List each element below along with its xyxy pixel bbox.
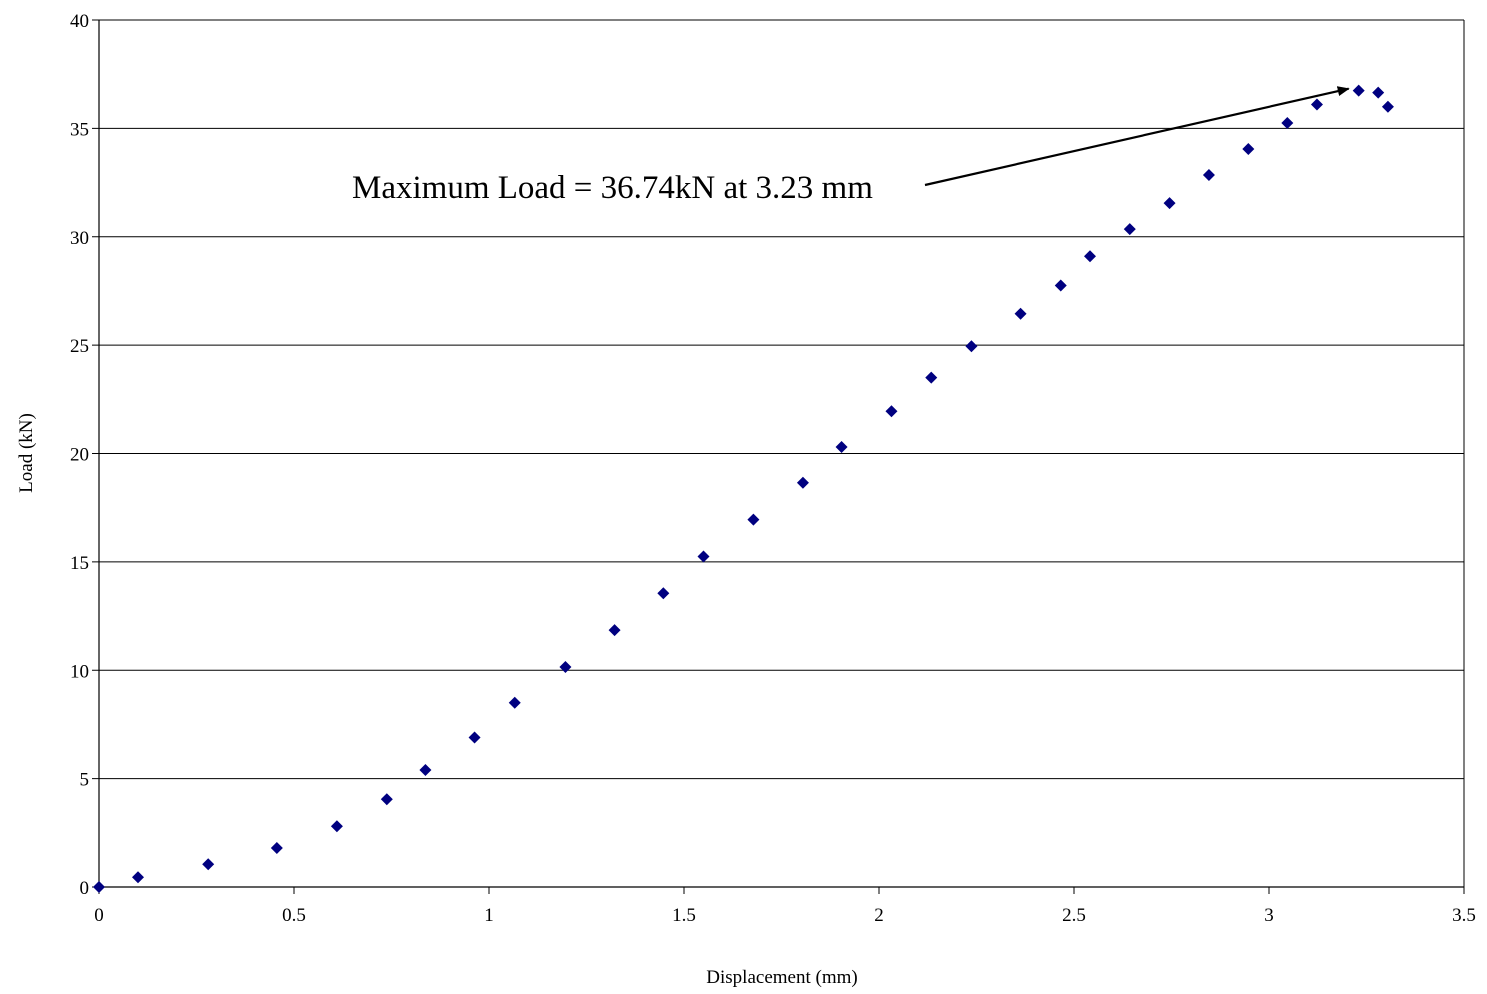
data-point — [747, 513, 760, 526]
data-point — [1163, 197, 1176, 210]
data-point — [1242, 142, 1255, 155]
x-tick-label: 3.5 — [1452, 905, 1476, 926]
data-point — [1083, 250, 1096, 263]
data-point — [1352, 84, 1365, 97]
y-axis-label: Load (kN) — [16, 413, 37, 493]
data-point — [1054, 279, 1067, 292]
data-point — [608, 624, 621, 637]
annotation-arrow — [924, 86, 1350, 187]
data-point — [1014, 307, 1027, 320]
x-tick-label: 2 — [874, 905, 884, 926]
data-point — [796, 476, 809, 489]
data-point — [468, 731, 481, 744]
x-tick-label: 0.5 — [282, 905, 306, 926]
y-tick-label: 15 — [70, 553, 89, 574]
data-point — [93, 881, 105, 893]
x-tick-labels: 0 0.5 1 1.5 2 2.5 3 3.5 — [94, 905, 1476, 926]
data-point — [1123, 223, 1136, 236]
data-point — [202, 858, 215, 871]
data-point — [1281, 116, 1294, 129]
y-tick-label: 10 — [70, 661, 89, 682]
y-tick-label: 0 — [80, 878, 90, 899]
gridlines — [99, 19, 1464, 780]
data-point — [835, 440, 848, 453]
data-point — [925, 371, 938, 384]
data-point — [132, 871, 144, 884]
data-point — [1381, 100, 1394, 113]
x-tick-label: 1 — [484, 905, 494, 926]
data-point — [380, 793, 393, 806]
data-point — [1372, 86, 1385, 99]
data-point — [270, 841, 283, 854]
y-tick-label: 20 — [70, 445, 89, 466]
axes — [92, 19, 1465, 894]
y-tick-label: 5 — [80, 770, 90, 791]
annotation-label: Maximum Load = 36.74kN at 3.23 mm — [352, 170, 873, 206]
data-point — [1202, 168, 1215, 181]
annotation: Maximum Load = 36.74kN at 3.23 mm — [352, 86, 1350, 206]
data-point — [1310, 98, 1323, 111]
data-point — [885, 405, 898, 418]
x-axis-label: Displacement (mm) — [706, 967, 857, 988]
y-tick-labels: 0 5 10 15 20 25 30 35 40 — [70, 11, 89, 899]
x-tick-label: 1.5 — [672, 905, 696, 926]
y-tick-label: 35 — [70, 119, 89, 140]
data-point — [559, 660, 572, 673]
data-point — [508, 696, 521, 709]
x-tick-label: 2.5 — [1062, 905, 1086, 926]
y-tick-label: 25 — [70, 336, 89, 357]
data-point — [657, 587, 670, 600]
data-point — [965, 340, 978, 353]
y-tick-label: 40 — [70, 11, 89, 32]
data-point — [697, 550, 710, 563]
data-point — [419, 763, 432, 776]
data-points — [93, 84, 1394, 893]
x-tick-label: 0 — [94, 905, 104, 926]
data-point — [330, 820, 343, 833]
y-tick-label: 30 — [70, 228, 89, 249]
x-tick-label: 3 — [1264, 905, 1274, 926]
